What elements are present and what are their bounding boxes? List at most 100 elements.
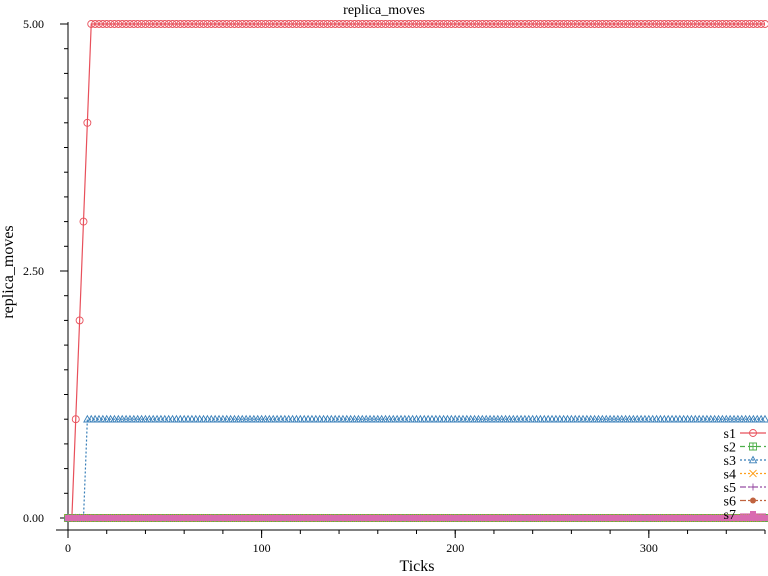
- data-point: [590, 20, 599, 28]
- data-point: [551, 20, 560, 28]
- data-point: [316, 515, 323, 521]
- data-point: [622, 515, 629, 521]
- data-point: [305, 515, 312, 521]
- data-point: [576, 515, 583, 521]
- data-point: [563, 20, 572, 28]
- data-point: [168, 20, 177, 28]
- data-point: [750, 515, 757, 521]
- data-point: [757, 20, 766, 28]
- data-point: [703, 515, 710, 521]
- data-point: [664, 20, 673, 28]
- data-point: [250, 515, 257, 521]
- data-point: [731, 515, 738, 521]
- data-point: [506, 515, 513, 521]
- data-point: [691, 20, 700, 28]
- data-point: [354, 20, 363, 28]
- data-point: [156, 20, 165, 28]
- data-point: [700, 515, 707, 521]
- data-point: [630, 515, 637, 521]
- data-point: [572, 515, 579, 521]
- data-point: [742, 515, 749, 521]
- x-tick-label: 0: [65, 541, 71, 555]
- data-point: [293, 515, 300, 521]
- data-point: [231, 515, 238, 521]
- data-point: [342, 20, 351, 28]
- series-s1: [64, 20, 768, 522]
- data-point: [525, 515, 532, 521]
- data-point: [444, 515, 451, 521]
- data-point: [610, 20, 618, 28]
- data-point: [490, 515, 497, 521]
- data-point: [718, 20, 727, 28]
- data-point: [223, 515, 230, 521]
- data-point: [92, 515, 99, 521]
- data-point: [733, 20, 742, 28]
- data-point: [722, 20, 731, 28]
- data-point: [537, 515, 544, 521]
- data-point: [296, 20, 305, 28]
- data-point: [548, 20, 556, 28]
- data-point: [471, 515, 478, 521]
- chart-title: replica_moves: [343, 3, 425, 18]
- data-point: [169, 515, 176, 521]
- data-point: [331, 20, 340, 28]
- data-point: [238, 20, 247, 28]
- data-point: [699, 20, 707, 28]
- data-point: [195, 20, 204, 28]
- data-point: [660, 20, 669, 28]
- data-point: [79, 217, 88, 226]
- data-point: [467, 515, 474, 521]
- data-point: [187, 20, 196, 28]
- data-point: [377, 20, 386, 28]
- data-point: [641, 515, 648, 521]
- legend-marker: [749, 469, 757, 478]
- data-point: [439, 20, 448, 28]
- x-tick-label: 200: [446, 541, 464, 555]
- data-point: [308, 20, 316, 28]
- data-point: [549, 515, 556, 521]
- data-point: [634, 515, 641, 521]
- data-point: [157, 515, 164, 521]
- data-point: [456, 515, 463, 521]
- data-point: [98, 20, 107, 28]
- data-point: [227, 515, 234, 521]
- legend-item-s1: s1: [724, 427, 766, 442]
- data-point: [641, 20, 649, 28]
- data-point: [338, 20, 347, 28]
- legend-item-s6: s6: [724, 495, 766, 510]
- data-point: [130, 515, 137, 521]
- data-point: [277, 515, 284, 521]
- data-point: [518, 515, 525, 521]
- data-point: [626, 515, 633, 521]
- legend-item-s4: s4: [724, 468, 766, 483]
- data-point: [91, 20, 100, 28]
- legend-item-s2: s2: [724, 441, 766, 456]
- data-point: [598, 20, 607, 28]
- legend-label: s2: [724, 441, 736, 456]
- data-point: [389, 20, 398, 28]
- data-point: [146, 515, 153, 521]
- data-point: [95, 20, 103, 28]
- data-point: [656, 20, 665, 28]
- data-point: [257, 20, 266, 28]
- data-point: [138, 515, 145, 521]
- data-point: [687, 20, 696, 28]
- data-point: [347, 515, 354, 521]
- data-point: [122, 20, 131, 28]
- legend-label: s1: [724, 427, 736, 442]
- data-point: [648, 20, 657, 28]
- data-point: [374, 515, 381, 521]
- data-point: [486, 20, 495, 28]
- data-point: [141, 20, 150, 28]
- data-point: [312, 515, 319, 521]
- data-point: [362, 20, 371, 28]
- data-point: [483, 515, 490, 521]
- data-point: [315, 20, 324, 28]
- data-point: [153, 20, 162, 28]
- data-point: [142, 515, 149, 521]
- data-point: [715, 515, 722, 521]
- data-point: [669, 515, 676, 521]
- data-point: [351, 515, 358, 521]
- data-point: [555, 20, 564, 28]
- data-point: [696, 515, 703, 521]
